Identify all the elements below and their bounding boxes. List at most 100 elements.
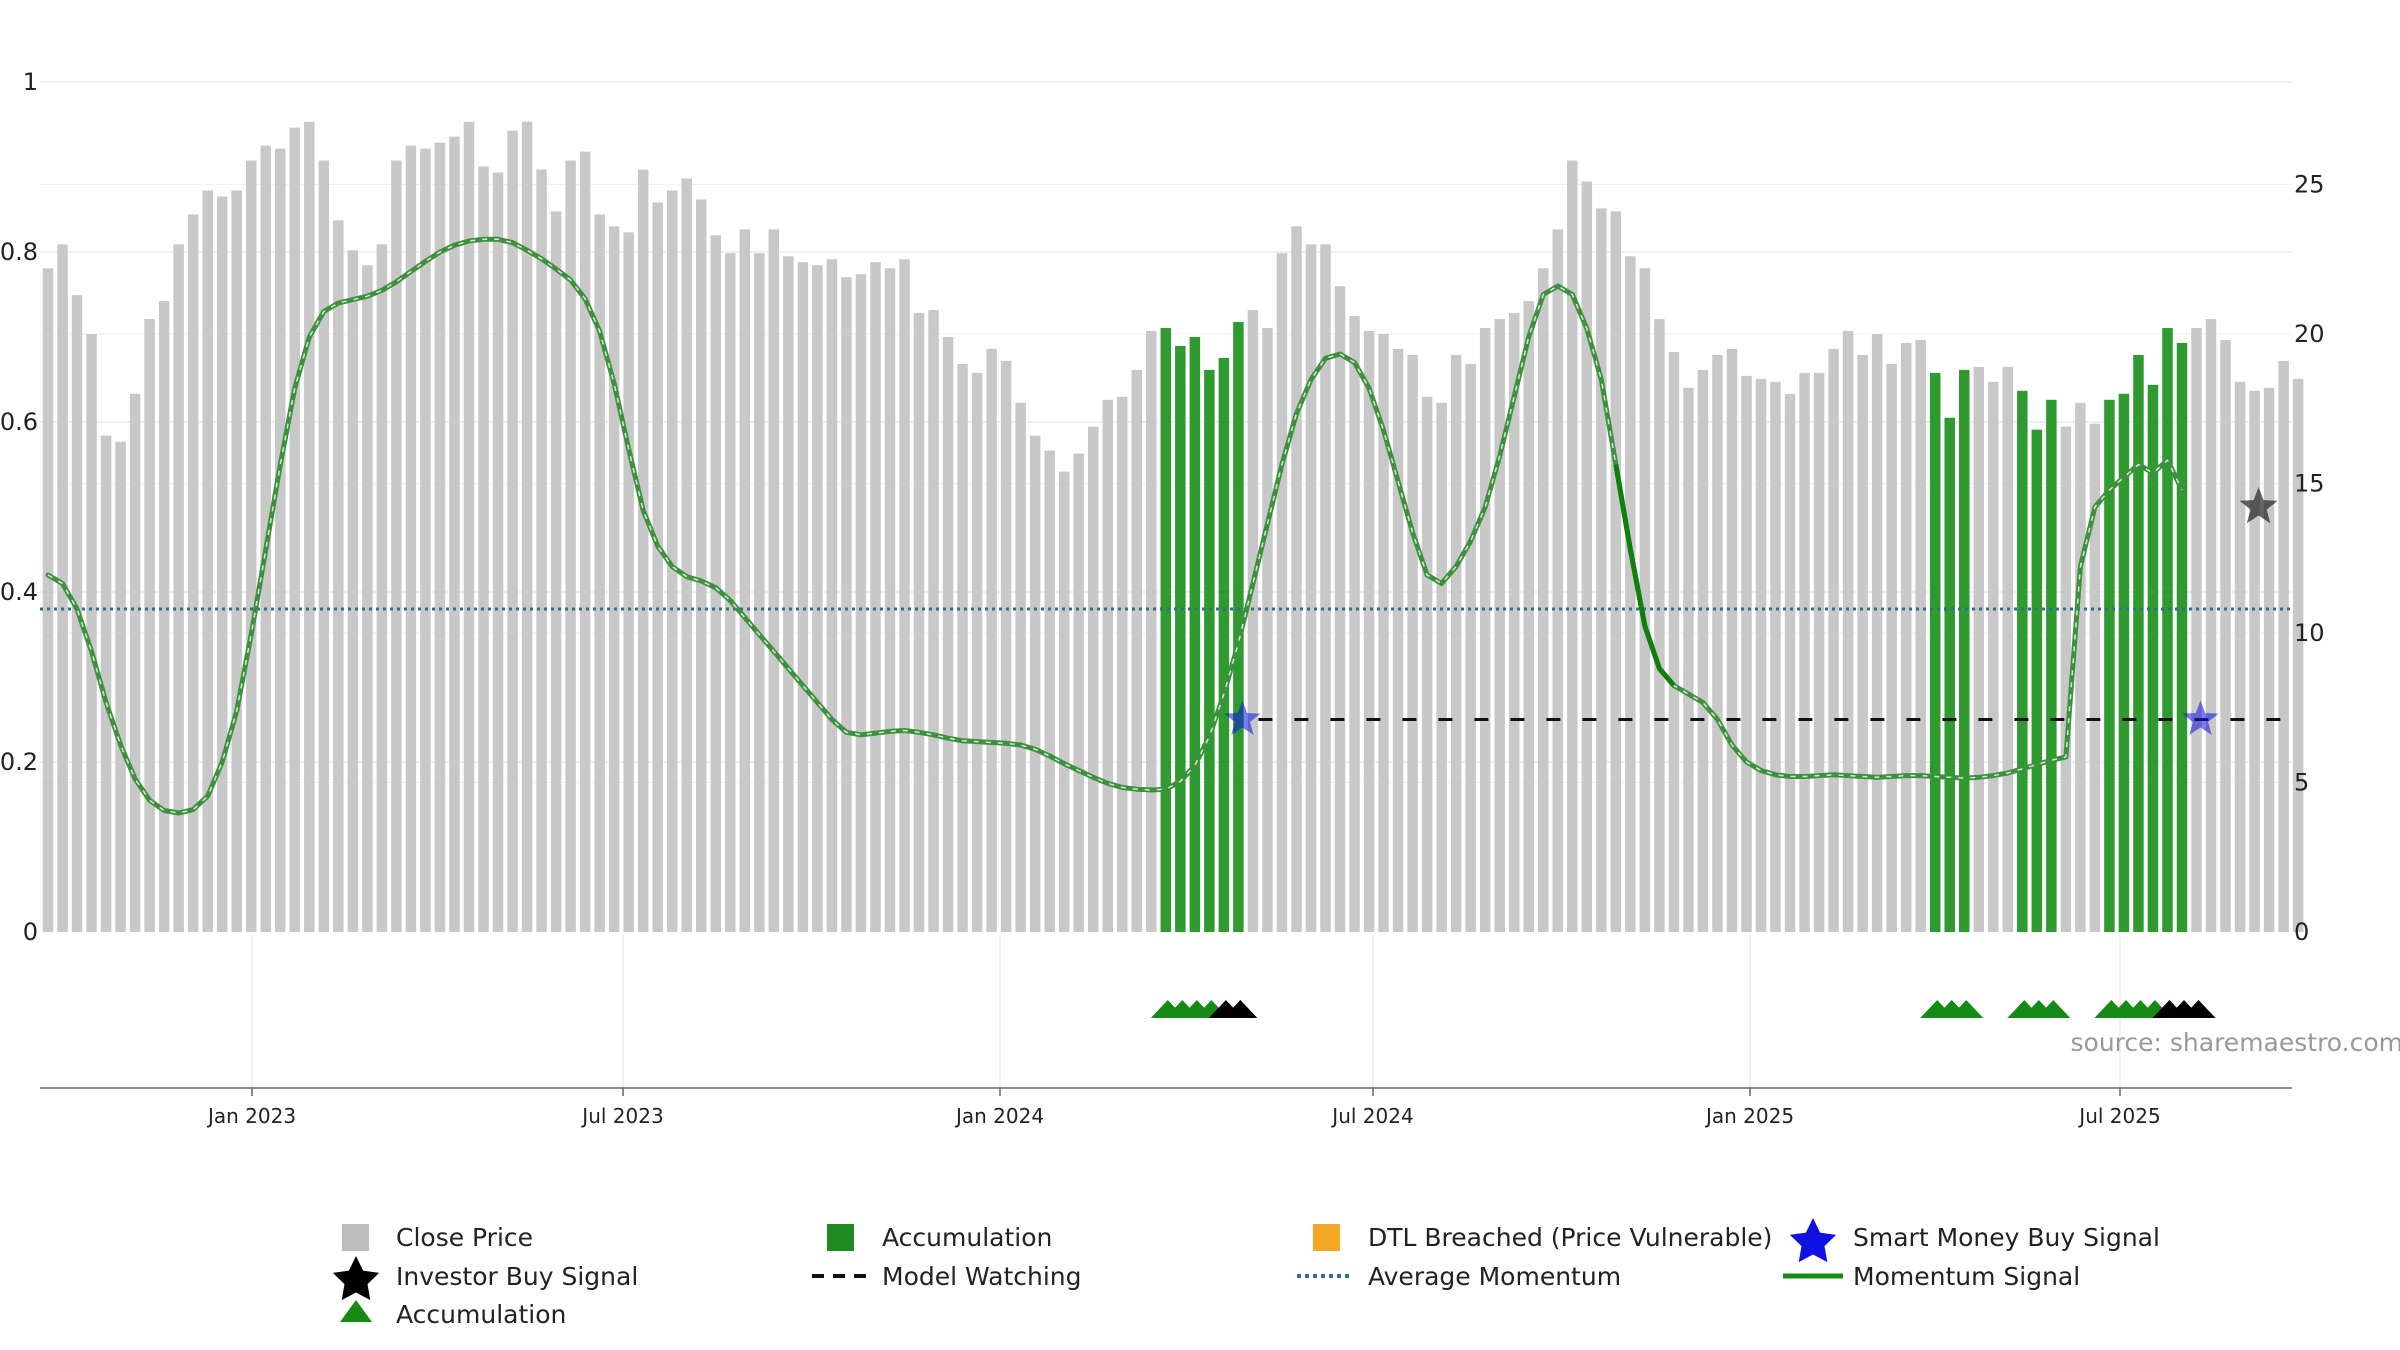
close-price-bar — [1363, 331, 1375, 932]
investor-marker — [1223, 1000, 1258, 1018]
close-price-bar — [797, 262, 809, 932]
close-price-bar — [376, 244, 388, 933]
close-price-bar — [1712, 354, 1723, 932]
close-price-bar — [754, 253, 765, 932]
legend-momentum-signal: Momentum Signal — [1783, 1262, 2080, 1291]
close-price-bar — [565, 160, 576, 932]
accumulation-marker — [2036, 1000, 2071, 1018]
close-price-bar — [1015, 402, 1026, 932]
close-price-bar — [1523, 301, 1534, 932]
legend-label: Model Watching — [882, 1262, 1082, 1291]
close-price-bar — [42, 268, 54, 933]
close-price-bar — [1915, 339, 1926, 933]
legend-label: Accumulation — [882, 1223, 1052, 1252]
dtl-swatch — [1313, 1224, 1340, 1251]
close-price-bar — [216, 196, 228, 932]
legend-smart-money: Smart Money Buy Signal — [1789, 1218, 2160, 1263]
close-price-bar — [1450, 354, 1462, 932]
investor-buy-star — [2239, 487, 2278, 524]
momentum-signal-line — [45, 236, 2185, 816]
legend-investor-buy: Investor Buy Signal — [332, 1256, 638, 1301]
close-price-bar — [550, 211, 562, 932]
close-price-bar — [1000, 360, 1012, 932]
close-price-bar — [2220, 339, 2231, 933]
close-price-bar — [2249, 390, 2260, 932]
legend-label: Accumulation — [396, 1300, 566, 1329]
close-price-bar — [507, 130, 518, 932]
accumulation-bar — [1929, 372, 1941, 932]
smart-money-star — [2182, 700, 2219, 735]
close-price-bar — [1639, 268, 1651, 933]
close-price-bar — [1596, 208, 1607, 933]
accumulation-marker — [1949, 1000, 1984, 1018]
close-price-bar — [391, 160, 402, 932]
close-price-bar — [173, 244, 184, 933]
close-price-bar — [1262, 328, 1273, 932]
star-icon — [1789, 1218, 1837, 1263]
close-price-bar — [289, 127, 301, 932]
close-price-bar — [1044, 450, 1055, 932]
close-price-bar — [347, 250, 359, 932]
close-price-bar — [725, 253, 736, 932]
close-price-bar — [841, 277, 852, 932]
left-tick-label: 0.6 — [0, 408, 38, 436]
close-price-bar — [1886, 363, 1897, 932]
accumulation-bar — [1175, 345, 1186, 933]
accumulation-bar — [1189, 336, 1201, 932]
source-label: source: sharemaestro.com — [2071, 1028, 2400, 1057]
accumulation-bar — [2147, 384, 2159, 933]
close-price-bar — [666, 190, 678, 933]
accumulation-swatch — [827, 1224, 854, 1251]
x-tick-label: Jul 2024 — [1330, 1104, 1413, 1128]
close-price-bar — [158, 301, 170, 932]
close-price-bar — [187, 214, 199, 932]
legend-label: Investor Buy Signal — [396, 1262, 638, 1291]
legend-accumulation-bar: Accumulation — [827, 1223, 1052, 1252]
smart-money-star — [1224, 700, 1261, 735]
accumulation-markers — [1150, 1000, 2216, 1018]
close-price-bar — [202, 190, 213, 933]
close-price-bar — [2191, 328, 2202, 932]
close-price-bar — [1073, 453, 1084, 932]
legend-label: Average Momentum — [1368, 1262, 1621, 1291]
left-tick-label: 1 — [23, 68, 38, 96]
close-price-bar — [1784, 393, 1796, 932]
close-price-bar — [783, 256, 794, 932]
close-price-bar — [696, 199, 707, 932]
close-price-bar — [2060, 426, 2072, 932]
close-price-bar — [2263, 387, 2275, 932]
close-price-bar — [1900, 342, 1912, 933]
close-price-bar — [1726, 348, 1738, 932]
close-price-bar — [405, 145, 417, 932]
close-price-bar — [971, 372, 983, 932]
close-price-bar — [1871, 334, 1883, 932]
close-price-bar — [536, 169, 547, 933]
left-tick-label: 0.8 — [0, 238, 38, 266]
close-price-bar — [2205, 319, 2217, 932]
close-price-bar — [899, 259, 910, 932]
x-tick-label: Jul 2025 — [2077, 1104, 2160, 1128]
right-tick-label: 25 — [2294, 171, 2325, 199]
accumulation-bar — [1233, 322, 1244, 932]
close-price-bar — [1610, 211, 1622, 932]
left-tick-label: 0.2 — [0, 748, 38, 776]
right-tick-label: 0 — [2294, 918, 2309, 946]
close-price-bar — [1842, 331, 1854, 932]
close-price-bar — [1625, 256, 1636, 932]
close-price-bar — [420, 148, 431, 932]
close-price-bar — [710, 235, 722, 932]
close-price-bar — [100, 435, 112, 932]
close-price-bar — [1131, 369, 1143, 932]
accumulation-bar — [2162, 328, 2173, 932]
close-price-bar — [2278, 360, 2289, 932]
legend-close-price: Close Price — [342, 1223, 533, 1252]
x-axis-ticks: Jan 2023 Jul 2023 Jan 2024 Jul 2024 Jan 2025… — [206, 1088, 2161, 1128]
close-price-bar — [681, 178, 692, 932]
close-price-bar — [884, 268, 896, 933]
close-price-bar — [870, 262, 881, 932]
close-price-bar — [855, 274, 867, 932]
close-price-bar — [304, 121, 315, 932]
close-price-bar — [1320, 244, 1331, 933]
close-price-bar — [1305, 244, 1317, 933]
